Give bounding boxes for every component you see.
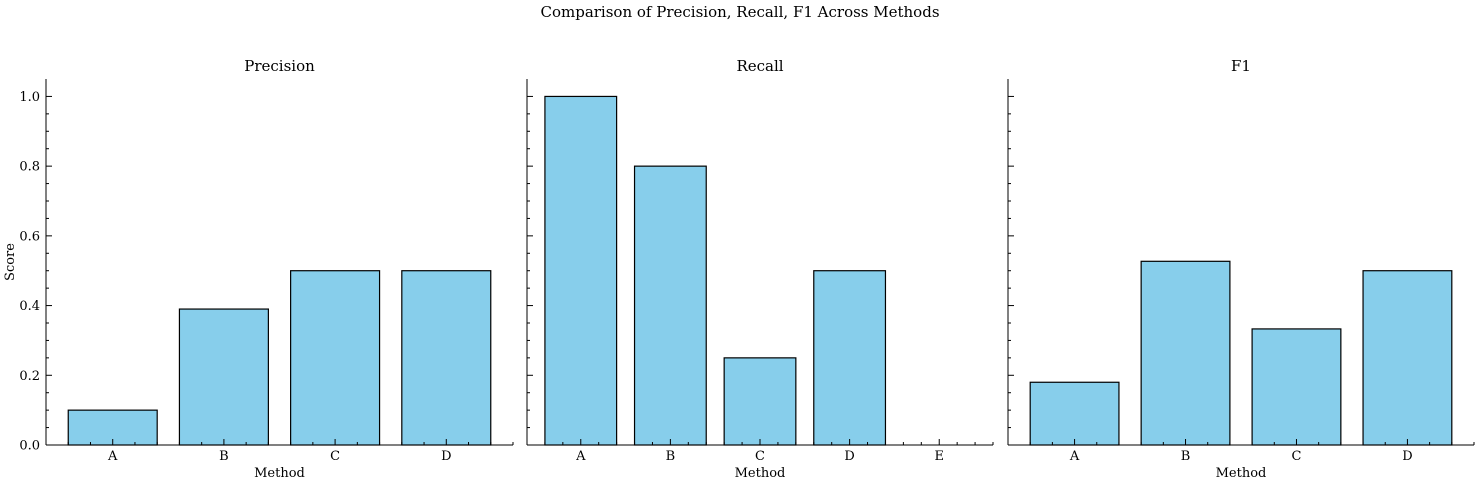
precision-y-tick-label: 0.6 bbox=[19, 229, 40, 244]
figure-suptitle: Comparison of Precision, Recall, F1 Acro… bbox=[540, 3, 939, 21]
precision-y-tick-label: 1.0 bbox=[19, 90, 40, 105]
precision-y-tick-label: 0.8 bbox=[19, 160, 40, 175]
precision-bar-c bbox=[290, 270, 381, 446]
precision-xlabel: Method bbox=[254, 466, 305, 481]
precision-x-tick-label-d: D bbox=[441, 449, 451, 464]
f1-title: F1 bbox=[1231, 57, 1251, 75]
f1-x-tick-label-d: D bbox=[1402, 449, 1412, 464]
recall-x-tick-label-e: E bbox=[934, 449, 944, 464]
f1-panel: F1 A B C D Method bbox=[1007, 57, 1475, 481]
precision-ylabel: Score bbox=[3, 243, 18, 281]
precision-panel: Precision 0.0 0.2 0.4 0.6 0.8 1.0 A B C D Method Sco… bbox=[3, 57, 514, 481]
f1-xlabel: Method bbox=[1216, 466, 1267, 481]
recall-x-tick-label-a: A bbox=[575, 449, 586, 464]
precision-y-tick-label: 0.4 bbox=[19, 299, 40, 314]
recall-bar-b bbox=[633, 165, 707, 446]
f1-bar-b bbox=[1140, 260, 1231, 446]
recall-title: Recall bbox=[736, 57, 783, 75]
f1-x-tick-label-b: B bbox=[1181, 449, 1191, 464]
precision-x-tick-label-b: B bbox=[219, 449, 229, 464]
recall-panel: Recall A B C D E Method bbox=[526, 57, 994, 481]
precision-bar-d bbox=[401, 270, 492, 446]
f1-x-tick-label-c: C bbox=[1291, 449, 1301, 464]
recall-bar-c bbox=[723, 357, 797, 446]
recall-x-tick-label-c: C bbox=[755, 449, 765, 464]
precision-bar-b bbox=[178, 308, 269, 446]
f1-x-tick-label-a: A bbox=[1069, 449, 1080, 464]
f1-bar-c bbox=[1251, 328, 1342, 446]
precision-x-tick-label-a: A bbox=[107, 449, 118, 464]
f1-bar-a bbox=[1029, 381, 1120, 446]
precision-x-tick-label-c: C bbox=[330, 449, 340, 464]
precision-title: Precision bbox=[244, 57, 315, 75]
precision-y-tick-label: 0.2 bbox=[19, 369, 40, 384]
precision-y-tick-label: 0.0 bbox=[19, 439, 40, 454]
recall-bar-a bbox=[544, 95, 618, 446]
recall-x-tick-label-d: D bbox=[844, 449, 854, 464]
recall-x-tick-label-b: B bbox=[666, 449, 676, 464]
recall-bar-d bbox=[813, 270, 887, 446]
f1-bar-d bbox=[1362, 270, 1453, 446]
recall-xlabel: Method bbox=[735, 466, 786, 481]
